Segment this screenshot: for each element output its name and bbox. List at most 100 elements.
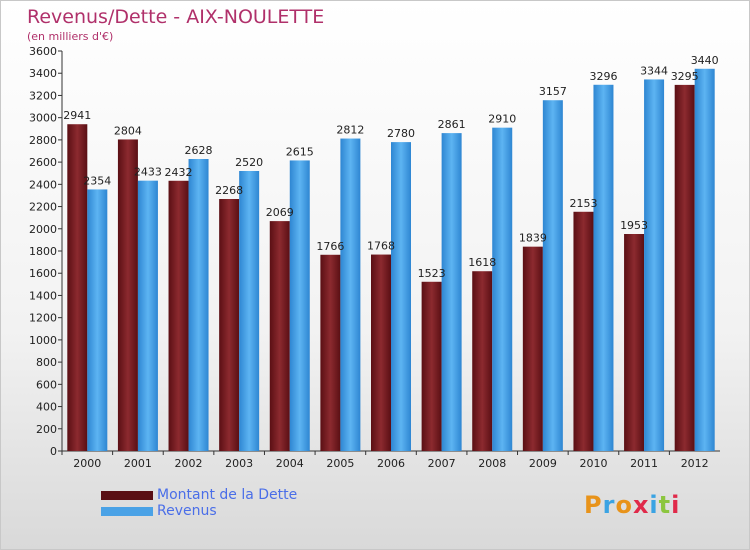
data-label-revenus: 2780 [387,127,415,140]
y-tick-label: 1000 [29,334,57,347]
data-label-dette: 1839 [519,232,547,245]
y-tick-label: 2200 [29,201,57,214]
data-label-revenus: 3296 [589,70,617,83]
bar-revenus [694,68,715,452]
data-label-dette: 1953 [620,219,648,232]
y-tick-label: 1800 [29,245,57,258]
data-label-dette: 2432 [165,166,193,179]
x-tick-label: 2012 [681,457,709,470]
bar-dette [219,199,240,451]
bar-dette [624,234,645,451]
logo-letter: P [584,491,603,519]
data-label-revenus: 3157 [539,85,567,98]
bar-dette [320,254,341,451]
y-axis: 0 200 400 600 800 1000 1200 1400 1600 1800 2000 220… [29,45,63,458]
data-label-revenus: 2812 [336,124,364,137]
y-tick-label: 1400 [29,289,57,302]
legend: Montant de la Dette Revenus [101,487,297,519]
bar-revenus [542,100,563,451]
legend-swatch-debt [101,490,153,500]
bar-revenus [644,79,665,451]
bar-dette [371,254,391,451]
y-tick-label: 3400 [29,67,57,80]
y-tick-label: 1200 [29,312,57,325]
y-tick-label: 1600 [29,267,57,280]
bar-revenus [593,84,614,452]
y-tick-label: 400 [36,401,57,414]
bar-revenus [188,159,209,451]
bar-revenus [340,138,361,452]
bar-dette [67,124,88,451]
x-tick-label: 2011 [630,457,658,470]
x-tick-label: 2003 [225,457,253,470]
legend-label-revenus: Revenus [157,503,217,519]
y-tick-label: 3600 [29,45,57,58]
logo-letter: o [615,491,633,519]
x-tick-label: 2007 [428,457,456,470]
y-tick-label: 200 [36,423,57,436]
y-tick-label: 3200 [29,89,57,102]
data-label-revenus: 2910 [488,113,516,126]
data-label-revenus: 2354 [83,174,111,187]
data-label-dette: 1523 [418,267,446,280]
bar-revenus [441,133,462,451]
data-label-dette: 2941 [63,109,91,122]
legend-item-debt: Montant de la Dette [101,487,297,503]
data-label-dette: 3295 [671,70,699,83]
y-tick-label: 2600 [29,156,57,169]
x-tick-label: 2009 [529,457,557,470]
bar-dette [674,84,695,451]
x-tick-label: 2008 [478,457,506,470]
data-label-revenus: 2520 [235,156,263,169]
legend-swatch-revenus [101,506,153,516]
bars [67,68,715,452]
y-tick-label: 2800 [29,134,57,147]
y-tick-label: 3000 [29,112,57,125]
x-tick-label: 2004 [276,457,304,470]
x-tick-label: 2005 [326,457,354,470]
data-label-dette: 2069 [266,206,294,219]
bar-revenus [87,189,108,451]
data-label-revenus: 2628 [185,144,213,157]
x-tick-label: 2010 [579,457,607,470]
data-label-revenus: 2615 [286,145,314,158]
chart-title: Revenus/Dette - AIX-NOULETTE [27,6,325,28]
bar-revenus [289,160,310,451]
bar-dette [573,211,594,451]
data-label-dette: 1768 [367,240,395,253]
logo-letter: t [658,491,672,519]
data-label-dette: 1766 [316,240,344,253]
data-label-dette: 1618 [468,256,496,269]
data-label-revenus: 3344 [640,64,668,77]
chart-subtitle: (en milliers d'€) [27,30,114,43]
proxiti-logo: Proxiti [584,491,680,519]
data-label-dette: 2268 [215,184,243,197]
bar-dette [522,246,543,451]
logo-letter: r [602,491,616,519]
x-tick-label: 2001 [124,457,152,470]
data-label-dette: 2153 [569,197,597,210]
y-tick-label: 2400 [29,178,57,191]
x-axis: 2000 2001 2002 2003 2004 2005 2006 2007 2008 2009… [61,450,720,470]
bar-dette [117,139,138,451]
bar-dette [472,271,493,451]
bar-dette [421,281,442,451]
bar-revenus [391,142,411,451]
x-tick-label: 2000 [73,457,101,470]
data-label-dette: 2804 [114,124,142,137]
bar-revenus [137,180,158,451]
x-tick-label: 2002 [175,457,203,470]
y-tick-label: 0 [50,445,57,458]
bar-revenus [492,127,513,452]
bar-revenus [239,171,260,451]
legend-item-revenus: Revenus [101,503,297,519]
y-tick-label: 2000 [29,223,57,236]
y-tick-label: 800 [36,356,57,369]
x-tick-label: 2006 [377,457,405,470]
y-tick-label: 600 [36,378,57,391]
legend-label-debt: Montant de la Dette [157,487,298,503]
logo-letter: i [671,491,681,519]
data-label-revenus: 2861 [438,118,466,131]
